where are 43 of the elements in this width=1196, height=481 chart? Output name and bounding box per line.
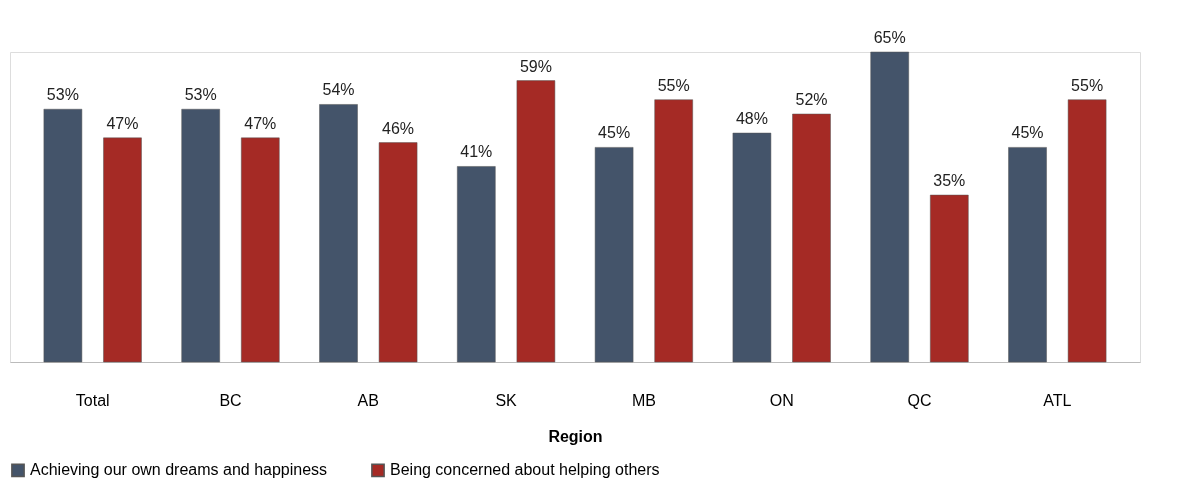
data-label: 47% (106, 114, 139, 132)
data-label: 53% (46, 86, 79, 104)
data-label: 46% (382, 119, 415, 137)
data-label: 35% (933, 172, 966, 190)
bar (654, 99, 693, 363)
bar (792, 113, 831, 363)
bar (594, 147, 634, 363)
x-tick-label: ATL (1043, 391, 1072, 409)
bar (181, 108, 220, 363)
x-tick-label: Total (75, 391, 110, 409)
data-label: 48% (735, 110, 768, 128)
data-label: 59% (519, 57, 552, 75)
data-label: 41% (460, 143, 493, 161)
bar (103, 137, 142, 363)
data-label: 47% (244, 114, 277, 132)
x-tick-label: MB (631, 391, 656, 409)
bar (732, 132, 772, 363)
x-tick-label: QC (907, 391, 932, 409)
bar (930, 194, 969, 363)
bar (378, 142, 418, 363)
data-label: 52% (795, 91, 828, 108)
bar (516, 80, 556, 363)
data-label: 45% (1011, 124, 1044, 142)
bar (43, 108, 83, 363)
bar (457, 166, 496, 363)
bar (870, 51, 909, 363)
legend-label: Achieving our own dreams and happiness (30, 461, 328, 479)
data-label: 54% (322, 81, 355, 99)
x-tick-label: SK (495, 391, 518, 409)
data-label: 45% (598, 124, 631, 142)
legend-label: Being concerned about helping others (390, 461, 660, 479)
bar (1067, 99, 1107, 363)
bar (319, 104, 358, 363)
data-label: 55% (1071, 76, 1104, 94)
data-label: 55% (657, 76, 690, 94)
x-tick-label: ON (769, 391, 794, 409)
x-tick-label: BC (219, 391, 242, 409)
bar (1008, 147, 1047, 363)
data-label: 65% (873, 29, 906, 46)
data-label: 53% (184, 86, 217, 104)
x-tick-label: AB (357, 391, 379, 409)
x-axis-title: Region (548, 427, 603, 445)
bar (241, 137, 280, 363)
